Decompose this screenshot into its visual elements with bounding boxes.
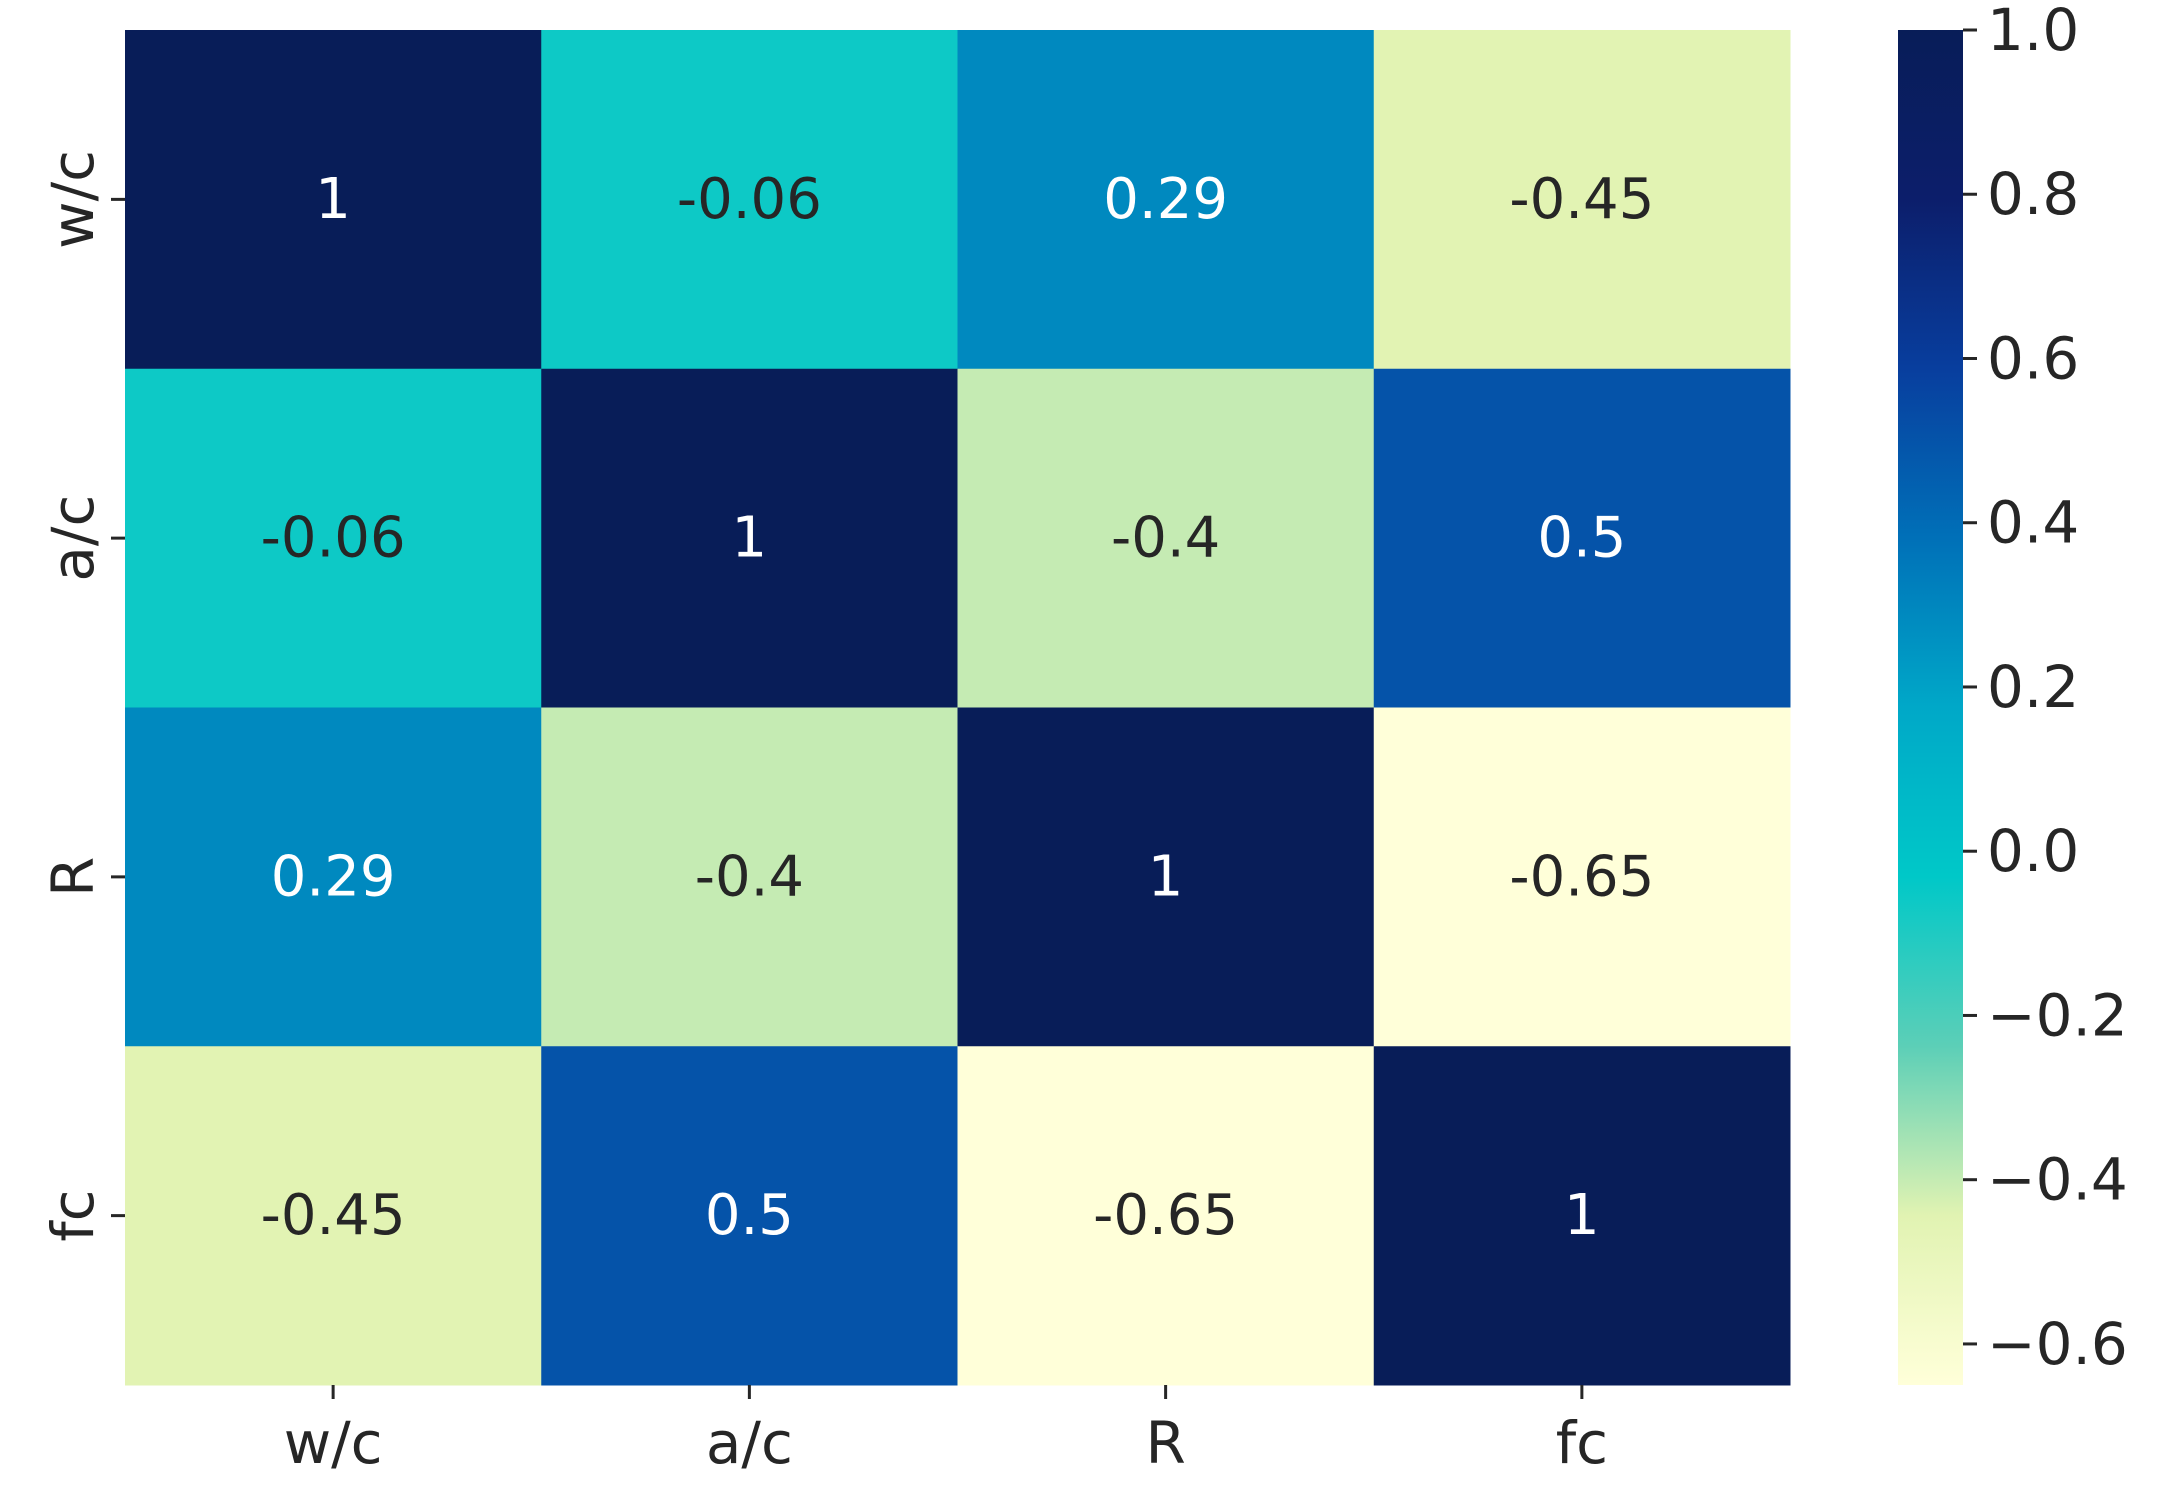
heatmap-cell-0-0 [125,30,542,370]
heatmap-cell-1-3 [1373,368,1791,708]
cell-value-label: -0.06 [261,506,406,571]
cell-value-label: -0.06 [677,167,822,232]
cell-value-label: 1 [315,167,351,232]
cell-value-label: 0.29 [271,844,396,909]
colorbar: 1.0 0.8 0.6 0.4 0.2 0.0 −0.2 −0.4 −0.6 [1898,0,2128,1385]
heatmap-cell-2-2 [957,707,1375,1047]
y-tick-label: w/c [39,150,107,249]
heatmap-cell-2-1 [541,707,958,1047]
heatmap-cell-3-1 [541,1046,958,1386]
x-tick-label: a/c [706,1409,793,1477]
heatmap-cell-0-3 [1373,30,1791,370]
heatmap-cell-0-1 [541,30,958,370]
colorbar-tick-label: 0.8 [1987,160,2079,228]
cell-value-label: -0.4 [695,844,804,909]
cell-value-label: -0.45 [261,1183,406,1248]
heatmap-cell-0-2 [957,30,1375,370]
y-axis: w/c a/c Rfc [39,150,125,1242]
cell-value-label: -0.65 [1509,844,1654,909]
heatmap-cell-1-1 [541,368,958,708]
heatmap-cell-1-2 [957,368,1375,708]
colorbar-tick-label: 0.2 [1987,653,2079,721]
y-tick-label: a/c [39,495,107,582]
heatmap-cell-3-3 [1373,1046,1791,1386]
y-tick-label: fc [39,1189,107,1241]
heatmap-cell-2-0 [125,707,542,1047]
colorbar-tick-label: 0.0 [1987,817,2079,885]
cell-value-label: -0.45 [1509,167,1654,232]
x-tick-label: R [1145,1409,1185,1477]
heatmap-cells: 1 -0.06 0.29 -0.45 -0.06 1 -0.4 0.5 0.29 -0.4 1 -0.… [125,30,1791,1386]
colorbar-tick-label: −0.2 [1987,981,2128,1049]
cell-value-label: 1 [1148,844,1184,909]
cell-value-label: 0.29 [1103,167,1228,232]
heatmap-cell-3-0 [125,1046,542,1386]
x-tick-label: w/c [284,1409,383,1477]
cell-value-label: -0.4 [1111,506,1220,571]
heatmap-cell-3-2 [957,1046,1375,1386]
x-tick-label: fc [1556,1409,1608,1477]
colorbar-gradient [1898,30,1963,1385]
colorbar-tick-label: 1.0 [1987,0,2079,64]
cell-value-label: -0.65 [1093,1183,1238,1248]
y-tick-label: R [39,857,107,897]
colorbar-tick-label: −0.4 [1987,1146,2128,1214]
heatmap-cell-1-0 [125,368,542,708]
cell-value-label: 0.5 [705,1183,794,1248]
heatmap-cell-2-3 [1373,707,1791,1047]
colorbar-tick-label: 0.6 [1987,324,2079,392]
cell-value-label: 1 [732,506,768,571]
cell-value-label: 0.5 [1537,506,1626,571]
cell-value-label: 1 [1564,1183,1600,1248]
colorbar-tick-label: −0.6 [1987,1310,2128,1378]
colorbar-tick-label: 0.4 [1987,489,2079,557]
